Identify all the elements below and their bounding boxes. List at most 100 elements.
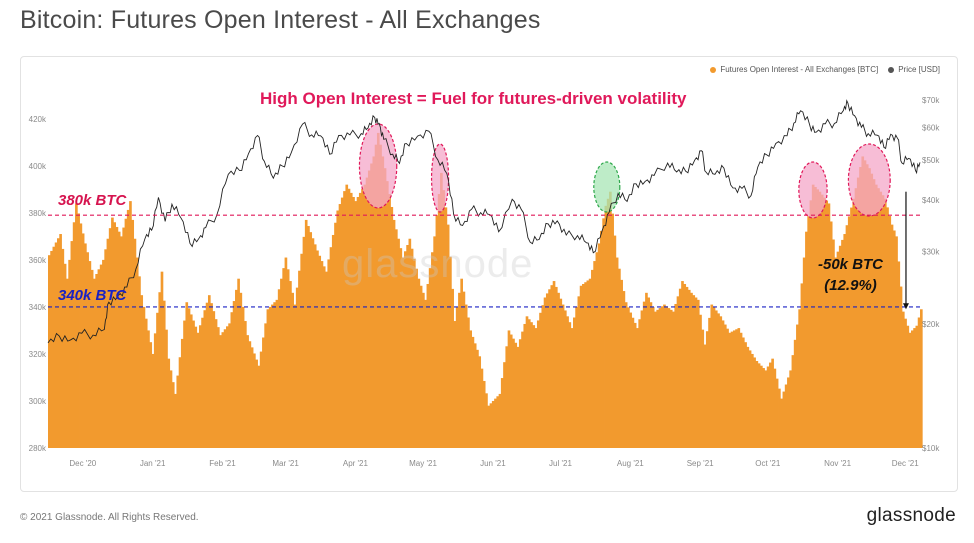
oi-bar-338 [809, 200, 813, 448]
oi-bar-320 [769, 362, 772, 448]
oi-bar-191 [478, 356, 482, 448]
oi-bar-186 [467, 317, 470, 448]
oi-bar-333 [798, 309, 801, 448]
oi-bar-53 [167, 358, 171, 448]
oi-bar-334 [800, 283, 804, 448]
oi-bar-272 [660, 306, 664, 448]
oi-bar-285 [690, 292, 693, 448]
oi-bar-277 [672, 311, 675, 448]
oi-bar-212 [525, 316, 529, 448]
oi-bar-250 [611, 213, 614, 448]
oi-bar-78 [223, 329, 227, 448]
oi-bar-356 [850, 207, 853, 448]
oi-bar-31 [117, 231, 121, 448]
oi-bar-9 [68, 259, 71, 448]
oi-bar-136 [354, 201, 358, 448]
oi-bar-253 [618, 268, 621, 448]
oi-bar-92 [255, 359, 258, 448]
oi-bar-11 [72, 222, 76, 448]
oi-bar-46 [151, 353, 155, 448]
oi-bar-167 [424, 299, 427, 448]
oi-bar-75 [216, 327, 220, 448]
oi-bar-168 [426, 283, 430, 448]
oi-bar-336 [805, 231, 808, 448]
oi-bar-164 [417, 278, 421, 448]
oi-bar-4 [57, 238, 60, 448]
headline-annotation: High Open Interest = Fuel for futures-dr… [260, 89, 687, 108]
oi-bar-373 [888, 216, 892, 448]
oi-bar-59 [180, 338, 184, 448]
oi-bar-297 [717, 313, 720, 448]
oi-bar-60 [183, 320, 186, 448]
oi-bar-20 [93, 278, 96, 448]
oi-bar-209 [518, 339, 522, 448]
oi-bar-115 [307, 226, 310, 448]
oi-bar-254 [620, 279, 623, 448]
oi-bar-377 [897, 261, 901, 448]
oi-bar-342 [818, 191, 822, 448]
oi-bar-276 [669, 309, 673, 448]
oi-bar-308 [741, 337, 745, 448]
oi-bar-157 [401, 257, 405, 448]
oi-bar-319 [766, 366, 770, 448]
oi-bar-233 [573, 317, 576, 448]
oi-bar-14 [79, 223, 83, 448]
oi-bar-160 [408, 238, 412, 448]
oi-bar-366 [872, 179, 876, 448]
oi-bar-312 [751, 353, 754, 448]
oi-bar-124 [327, 259, 331, 448]
oi-bar-111 [298, 270, 301, 448]
oi-bar-256 [624, 302, 628, 448]
oi-bar-64 [192, 320, 195, 448]
oi-bar-331 [793, 339, 797, 448]
oi-bar-21 [95, 274, 98, 448]
oi-bar-321 [771, 358, 774, 448]
oi-bar-224 [552, 281, 556, 448]
oi-bar-305 [735, 329, 738, 448]
oi-bar-171 [433, 236, 436, 448]
oi-bar-123 [325, 271, 328, 448]
oi-bar-159 [406, 245, 409, 448]
oi-bar-54 [169, 370, 173, 448]
oi-bar-261 [636, 328, 639, 448]
oi-bar-107 [289, 281, 292, 448]
oi-bar-34 [124, 218, 128, 448]
oi-bar-243 [595, 252, 599, 448]
oi-bar-145 [374, 144, 378, 448]
oi-bar-242 [593, 261, 596, 448]
legend-oi-label: Futures Open Interest - All Exchanges [B… [720, 65, 879, 74]
oi-bar-251 [613, 235, 617, 448]
y-left-tick-label-0: 280k [29, 444, 47, 453]
level-340-label: 340k BTC [58, 287, 127, 304]
oi-bar-173 [437, 194, 441, 448]
oi-bar-271 [658, 308, 662, 448]
oi-bar-367 [874, 184, 878, 448]
y-right-tick-label-0: $10k [922, 444, 940, 453]
watermark: glassnode [342, 242, 534, 286]
oi-bar-302 [728, 332, 732, 448]
oi-bar-217 [536, 320, 540, 448]
drop-annotation: -50k BTC (12.9%) [818, 254, 883, 296]
oi-bar-69 [203, 310, 207, 448]
oi-bar-293 [708, 317, 711, 448]
oi-bar-155 [397, 238, 400, 448]
oi-bar-190 [476, 349, 479, 448]
oi-bar-324 [778, 388, 781, 448]
oi-bar-197 [491, 400, 495, 448]
oi-bar-240 [588, 278, 592, 448]
y-right-tick-label-6: $70k [922, 96, 940, 105]
oi-bar-307 [739, 332, 743, 448]
oi-bar-340 [814, 187, 817, 448]
oi-bar-127 [334, 222, 337, 448]
oi-bar-144 [372, 156, 376, 448]
oi-bar-89 [248, 341, 252, 448]
oi-bar-25 [104, 249, 107, 448]
y-left-tick-label-3: 340k [29, 303, 47, 312]
oi-bar-311 [748, 350, 752, 448]
oi-bar-141 [365, 177, 369, 448]
legend-item-price[interactable]: Price [USD] [888, 65, 940, 74]
oi-bar-349 [834, 257, 838, 448]
oi-bar-310 [746, 346, 750, 448]
legend-item-oi[interactable]: Futures Open Interest - All Exchanges [B… [710, 65, 878, 74]
x-tick-label-8: Aug '21 [617, 459, 644, 468]
